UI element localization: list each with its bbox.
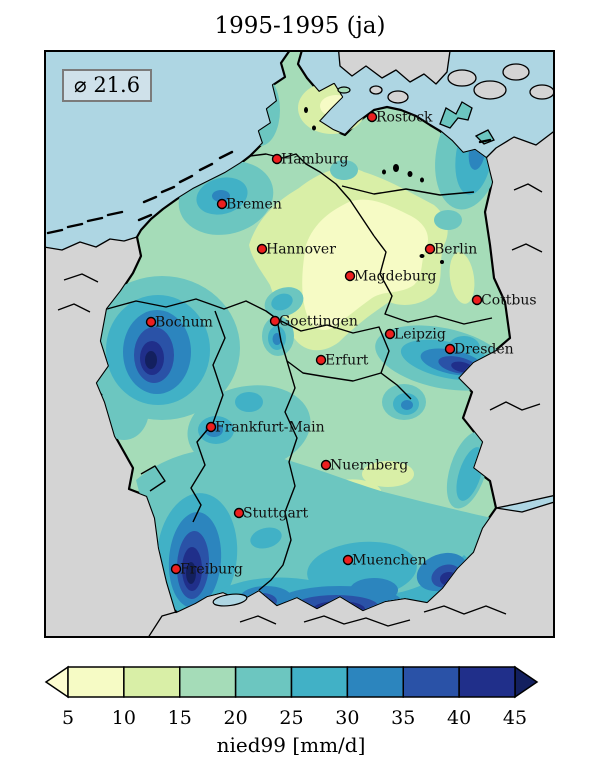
city-dot-freiburg	[170, 563, 182, 575]
map-frame	[44, 50, 555, 638]
city-markers: Rostock Hamburg Bremen Hannover Berlin Magdeb…	[145, 110, 537, 578]
colorbar: 5 10 15 20 25 30 35 40 45 nied99 [mm/d]	[44, 665, 539, 757]
colorbar-tick-25: 25	[279, 707, 303, 729]
city-marker-frankfurt-main: Frankfurt-Main	[205, 420, 325, 436]
terrain-squiggles	[57, 183, 543, 627]
colorbar-tick-15: 15	[168, 707, 192, 729]
city-marker-stuttgart: Stuttgart	[233, 506, 308, 522]
city-dot-berlin	[424, 243, 436, 255]
city-marker-goettingen: Goettingen	[269, 314, 358, 330]
city-label-freiburg: Freiburg	[180, 562, 243, 578]
danish-island	[447, 69, 477, 87]
city-label-hannover: Hannover	[266, 242, 336, 258]
danish-island	[369, 85, 383, 95]
colorbar-segment-30-35	[346, 666, 404, 698]
mean-value-text: ⌀ 21.6	[74, 73, 141, 97]
city-label-nuernberg: Nuernberg	[330, 458, 408, 474]
colorbar-segment-40-45	[458, 666, 516, 698]
colorbar-tick-20: 20	[224, 707, 248, 729]
map-area: Rostock Hamburg Bremen Hannover Berlin Magdeb…	[44, 50, 555, 638]
colorbar-tick-35: 35	[391, 707, 415, 729]
city-marker-rostock: Rostock	[366, 110, 433, 126]
city-marker-muenchen: Muenchen	[342, 553, 427, 569]
city-label-magdeburg: Magdeburg	[354, 269, 437, 285]
city-dot-nuernberg	[320, 459, 332, 471]
city-dot-muenchen	[342, 554, 354, 566]
city-dot-goettingen	[269, 315, 281, 327]
city-marker-bremen: Bremen	[216, 197, 282, 213]
danish-island	[529, 84, 555, 100]
lakes	[212, 107, 444, 607]
colorbar-under-arrow	[44, 665, 69, 699]
colorbar-segment-10-15	[123, 666, 181, 698]
city-marker-cottbus: Cottbus	[471, 293, 537, 309]
colorbar-tick-45: 45	[503, 707, 527, 729]
colorbar-over-arrow	[514, 665, 539, 699]
mean-value-box: ⌀ 21.6	[62, 69, 153, 102]
city-marker-erfurt: Erfurt	[315, 353, 369, 369]
danish-island	[502, 63, 530, 81]
city-marker-berlin: Berlin	[424, 242, 477, 258]
colorbar-label: nied99 [mm/d]	[217, 733, 366, 757]
colorbar-segment-5-10	[67, 666, 125, 698]
city-marker-leipzig: Leipzig	[384, 327, 446, 343]
city-label-muenchen: Muenchen	[352, 553, 427, 569]
city-dot-cottbus	[471, 294, 483, 306]
city-label-dresden: Dresden	[454, 342, 514, 358]
city-dot-stuttgart	[233, 507, 245, 519]
colorbar-segment-25-30	[290, 666, 349, 698]
danish-island	[473, 80, 507, 100]
colorbar-segment-35-40	[402, 666, 460, 698]
danish-island	[387, 90, 409, 104]
land-denmark	[337, 50, 451, 85]
city-label-rostock: Rostock	[376, 110, 433, 126]
colorbar-tick-40: 40	[447, 707, 471, 729]
city-label-hamburg: Hamburg	[281, 152, 349, 168]
city-dot-leipzig	[384, 328, 396, 340]
colorbar-body: 5 10 15 20 25 30 35 40 45	[44, 665, 539, 729]
city-label-erfurt: Erfurt	[325, 353, 369, 369]
frisian-islands	[46, 138, 492, 235]
colorbar-tick-10: 10	[112, 707, 136, 729]
city-dot-rostock	[366, 111, 378, 123]
city-marker-hannover: Hannover	[256, 242, 336, 258]
city-dot-hamburg	[271, 153, 283, 165]
lake-constance	[212, 593, 248, 607]
germany-contour-map: Rostock Hamburg Bremen Hannover Berlin Magdeb…	[44, 50, 555, 638]
city-label-stuttgart: Stuttgart	[243, 506, 308, 522]
city-marker-bochum: Bochum	[145, 315, 213, 331]
city-dot-hannover	[256, 243, 268, 255]
plot-title: 1995-1995 (ja)	[214, 13, 386, 39]
city-dot-dresden	[444, 343, 456, 355]
city-dot-frankfurt-main	[205, 421, 217, 433]
colorbar-tick-30: 30	[335, 707, 359, 729]
city-label-bremen: Bremen	[226, 197, 282, 213]
colorbar-tick-5: 5	[62, 707, 74, 729]
city-marker-dresden: Dresden	[444, 342, 514, 358]
city-marker-freiburg: Freiburg	[170, 562, 243, 578]
city-label-bochum: Bochum	[155, 315, 213, 331]
city-marker-magdeburg: Magdeburg	[344, 269, 437, 285]
city-label-berlin: Berlin	[434, 242, 477, 258]
city-dot-magdeburg	[344, 270, 356, 282]
city-marker-hamburg: Hamburg	[271, 152, 349, 168]
city-dot-bochum	[145, 316, 157, 328]
colorbar-segment-20-25	[234, 666, 293, 698]
city-label-goettingen: Goettingen	[279, 314, 358, 330]
city-label-leipzig: Leipzig	[394, 327, 446, 343]
city-label-cottbus: Cottbus	[481, 293, 537, 309]
city-dot-bremen	[216, 198, 228, 210]
colorbar-segment-15-20	[179, 666, 237, 698]
city-marker-nuernberg: Nuernberg	[320, 458, 408, 474]
city-label-frankfurt-main: Frankfurt-Main	[215, 420, 325, 436]
city-dot-erfurt	[315, 354, 327, 366]
